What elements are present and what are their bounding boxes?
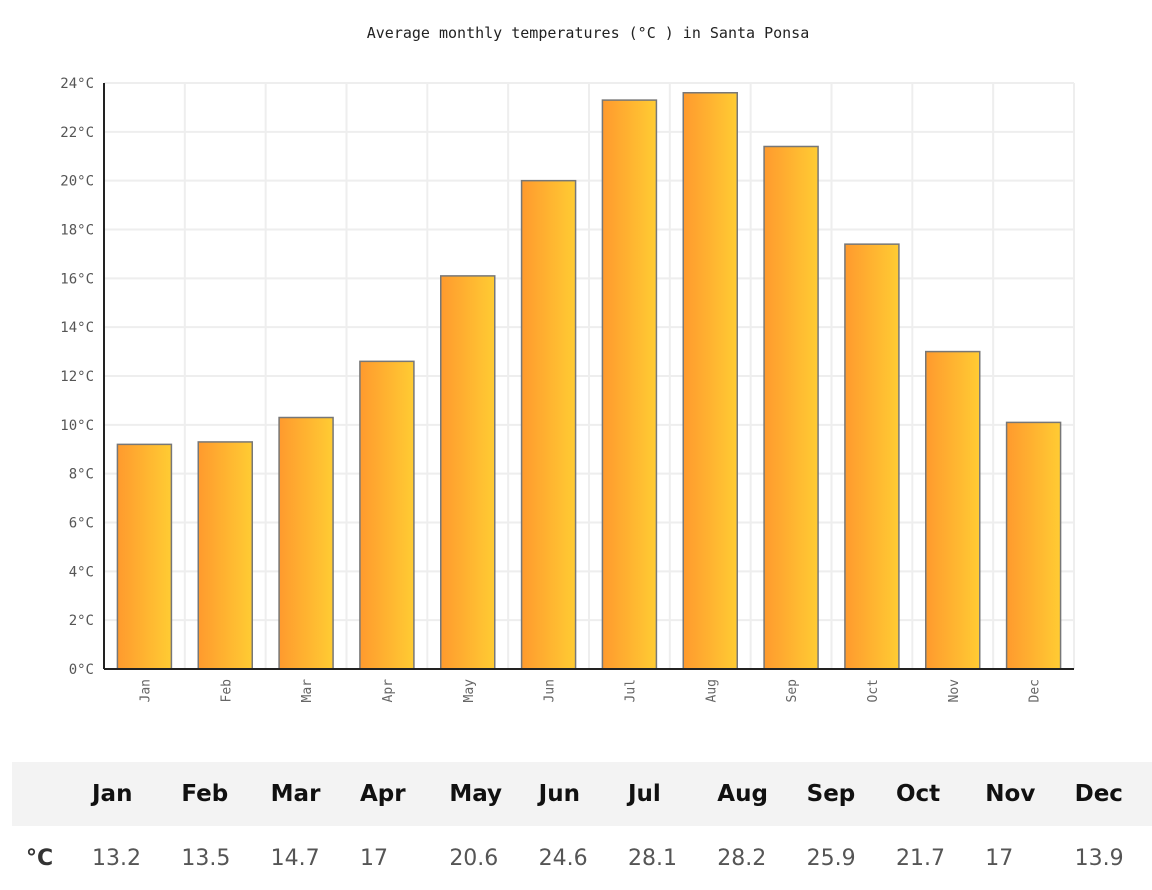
bar-nov (925, 350, 981, 670)
header-cell-may: May (449, 781, 503, 807)
value-cell-jul: 28.1 (627, 845, 677, 871)
value-cell-dec: 13.9 (1074, 845, 1124, 871)
bar-may (440, 275, 496, 670)
x-tick-label: Nov (947, 679, 962, 703)
bar-jun (520, 179, 577, 670)
header-cell-jul: Jul (627, 781, 661, 807)
value-cell-jan: 13.2 (92, 845, 141, 871)
y-tick-label: 18°C (60, 223, 94, 239)
y-tick-label: 4°C (69, 564, 94, 580)
chart-title: Average monthly temperatures (°C ) in Sa… (367, 24, 810, 42)
y-tick-label: 10°C (60, 418, 94, 434)
bar-feb (197, 441, 253, 670)
y-tick-label: 6°C (69, 516, 94, 532)
y-tick-label: 14°C (60, 320, 94, 336)
header-cell-nov: Nov (985, 781, 1036, 807)
chart-svg: Average monthly temperatures (°C ) in Sa… (60, 24, 1075, 703)
bar-jul (601, 99, 658, 670)
value-cell-jun: 24.6 (538, 845, 588, 871)
bar-aug (682, 92, 738, 670)
bar-sep (763, 145, 819, 670)
monthly-table: Jan Feb Mar Apr May Jun Jul Aug Sep Oct … (12, 762, 1152, 890)
y-tick-label: 24°C (60, 76, 94, 92)
value-cell-mar: 14.7 (270, 845, 320, 871)
x-tick-label: Feb (219, 679, 234, 703)
value-cell-nov: 17 (985, 845, 1014, 871)
temperature-chart: Average monthly temperatures (°C ) in Sa… (60, 24, 1075, 703)
axes (103, 83, 1074, 670)
header-cell-aug: Aug (717, 781, 768, 807)
table-row: °C 13.2 13.5 14.7 17 20.6 24.6 28.1 28.2… (12, 826, 1152, 890)
header-cell-empty (12, 762, 80, 826)
y-tick-label: 12°C (60, 369, 94, 385)
bar-mar (278, 416, 334, 670)
header-cell-dec: Dec (1074, 781, 1123, 807)
temperature-table: Jan Feb Mar Apr May Jun Jul Aug Sep Oct … (12, 762, 1152, 890)
bar-oct (844, 243, 900, 670)
table-header-row: Jan Feb Mar Apr May Jun Jul Aug Sep Oct … (12, 762, 1152, 826)
header-cell-sep: Sep (806, 781, 856, 807)
grid (104, 82, 1075, 669)
bar-apr (359, 360, 415, 670)
x-tick-label: Sep (785, 679, 800, 703)
value-cell-aug: 28.2 (717, 845, 767, 871)
bar-jan (116, 443, 173, 670)
header-cell-oct: Oct (895, 781, 941, 807)
y-tick-label: 16°C (60, 271, 94, 287)
value-cell-may: 20.6 (449, 845, 499, 871)
x-tick-label: Mar (300, 679, 315, 703)
y-tick-label: 8°C (69, 467, 94, 483)
x-tick-label: Dec (1028, 679, 1043, 702)
row-label-celsius: °C (26, 845, 54, 871)
bar-dec (1005, 421, 1062, 670)
y-tick-label: 20°C (60, 174, 94, 190)
x-ticks: Jan Feb Mar Apr May Jun Jul Aug Sep Oct Nov Dec (138, 679, 1042, 703)
y-tick-label: 22°C (60, 125, 94, 141)
header-cell-feb: Feb (181, 781, 229, 807)
y-tick-label: 0°C (69, 662, 94, 678)
value-cell-oct: 21.7 (895, 845, 945, 871)
y-tick-label: 2°C (69, 613, 94, 629)
value-cell-sep: 25.9 (806, 845, 856, 871)
x-tick-label: Oct (866, 679, 881, 702)
value-cell-apr: 17 (359, 845, 388, 871)
y-ticks: 0°C 2°C 4°C 6°C 8°C 10°C 12°C 14°C 16°C 18°C 20°C 2… (60, 76, 94, 678)
header-cell-mar: Mar (270, 781, 321, 807)
x-tick-label: Jun (543, 679, 558, 702)
header-cell-jun: Jun (538, 781, 580, 807)
value-cell-feb: 13.5 (181, 845, 231, 871)
x-tick-label: Jan (138, 679, 153, 702)
x-tick-label: Apr (381, 679, 396, 703)
x-tick-label: Jul (623, 679, 638, 702)
x-tick-label: May (462, 679, 477, 703)
x-tick-label: Aug (704, 679, 719, 702)
bars (116, 92, 1062, 670)
header-cell-apr: Apr (359, 781, 406, 807)
header-cell-jan: Jan (92, 781, 133, 807)
